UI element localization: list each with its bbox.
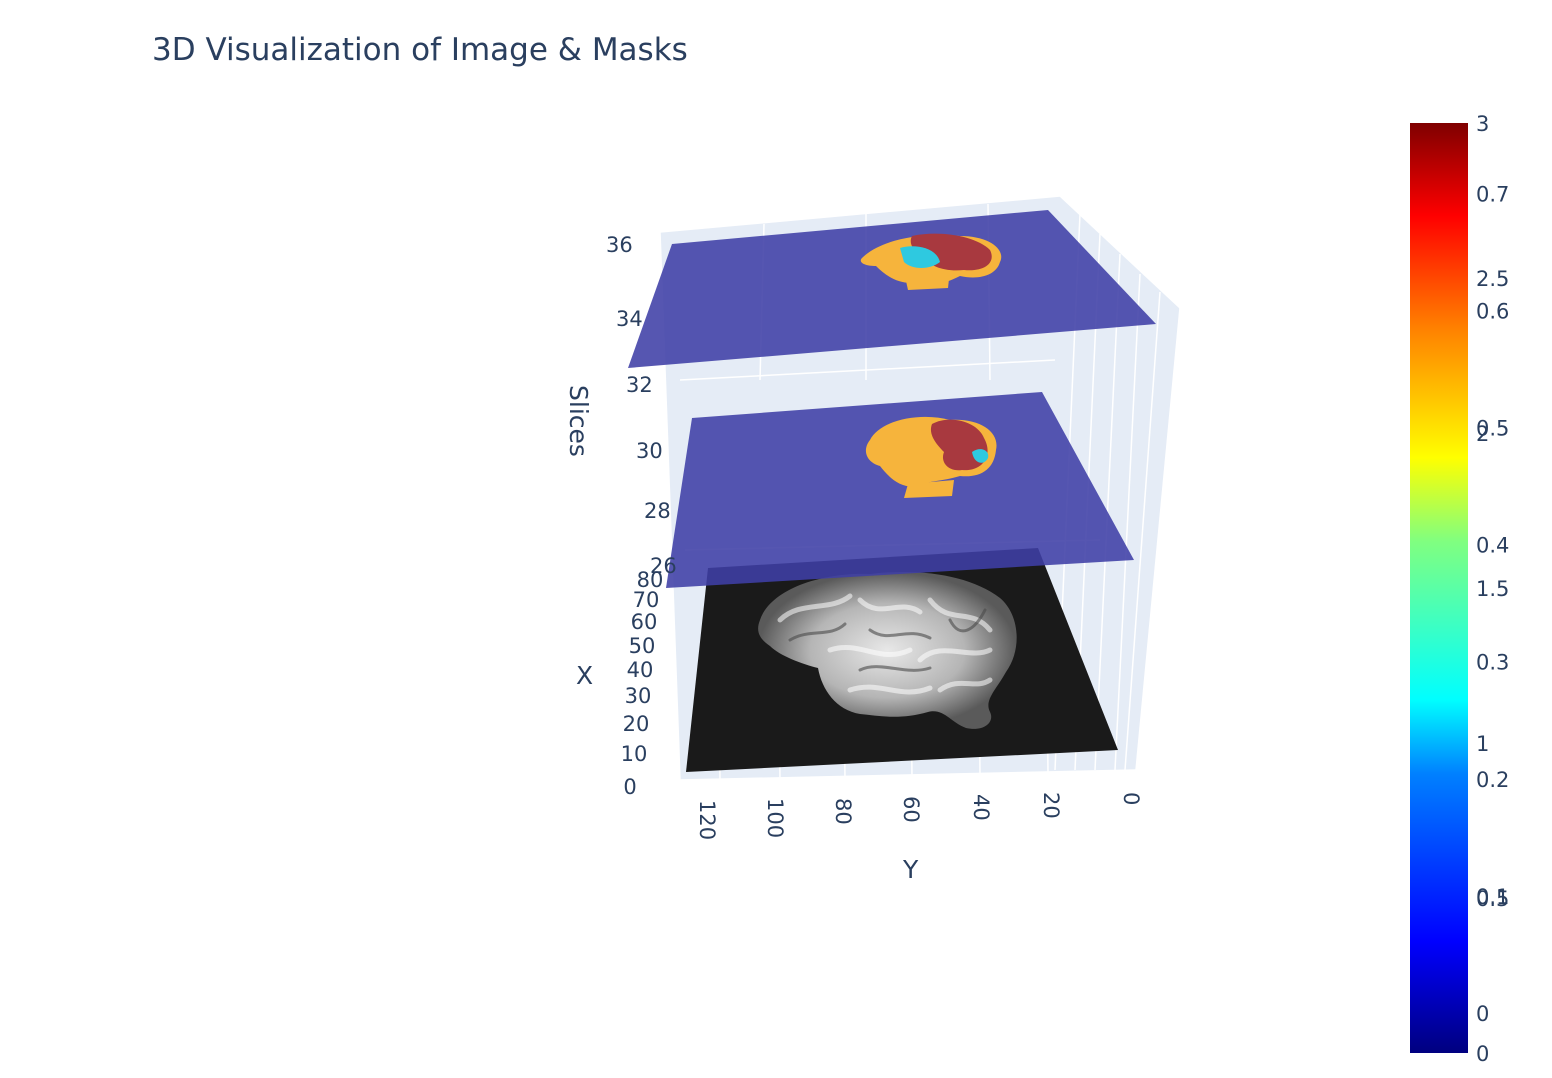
- colorbar-tick-label: 1.5: [1476, 577, 1509, 601]
- x-tick-label: 0: [623, 775, 636, 799]
- colorbar-tick-label: 0.5: [1476, 887, 1509, 911]
- x-tick-label: 80: [637, 568, 664, 592]
- z-tick-label: 36: [606, 233, 633, 257]
- z-tick-label: 26: [650, 554, 677, 578]
- x-tick-label: 50: [629, 634, 656, 658]
- y-tick-label: 40: [969, 794, 993, 821]
- mask-plane-30: [666, 392, 1134, 588]
- y-tick-label: 20: [1039, 792, 1063, 819]
- colorbar-tick-label: 0.7: [1476, 182, 1509, 206]
- mask-slice-30[interactable]: [666, 392, 1134, 588]
- y-tick-label: 120: [695, 800, 719, 840]
- colorbar: 3 2.5 2 1.5 1 0.5 0 0.7 0.6 0.5 0.4 0.3 0.2 0.1 0: [1410, 112, 1509, 1066]
- y-tick-label: 0: [1119, 792, 1143, 805]
- z-tick-label: 30: [636, 439, 663, 463]
- colorbar-tick-label: 0: [1476, 1002, 1489, 1026]
- colorbar-tick-label: 3: [1476, 112, 1489, 136]
- y-tick-label: 80: [831, 798, 855, 825]
- z-tick-label: 34: [616, 307, 643, 331]
- colorbar-tick-label: 0.3: [1476, 651, 1509, 675]
- y-tick-label: 60: [899, 796, 923, 823]
- colorbar-tick-label: 1: [1476, 732, 1489, 756]
- mask-slice-36[interactable]: [628, 210, 1156, 368]
- colorbar-tick-label: 0.2: [1476, 768, 1509, 792]
- x-axis-title: X: [576, 661, 593, 690]
- colorbar-tick-label: 0.6: [1476, 299, 1509, 323]
- x-tick-label: 40: [627, 658, 654, 682]
- x-tick-label: 70: [633, 588, 660, 612]
- x-tick-label: 10: [621, 742, 648, 766]
- image-slice-26[interactable]: [686, 548, 1118, 772]
- z-tick-label: 28: [644, 499, 671, 523]
- brain-texture-dark: [788, 608, 987, 672]
- y-axis-ticks: 120 100 80 60 40 20 0: [695, 792, 1143, 840]
- colorbar-tick-label: 2: [1476, 422, 1489, 446]
- colorbar-ticks-b: 0.7 0.6 0.5 0.4 0.3 0.2 0.1 0: [1476, 182, 1509, 1026]
- colorbar-tick-label: 0.5: [1476, 416, 1509, 440]
- x-tick-label: 20: [623, 712, 650, 736]
- colorbar-tick-label: 0.4: [1476, 534, 1509, 558]
- x-tick-label: 30: [625, 684, 652, 708]
- y-tick-label: 100: [763, 798, 787, 838]
- brain-texture: [777, 593, 993, 695]
- colorbar-tick-label: 0: [1476, 1042, 1489, 1066]
- x-tick-label: 60: [631, 610, 658, 634]
- brain-shape: [758, 571, 1017, 729]
- colorbar-gradient: [1410, 123, 1468, 1053]
- z-tick-label: 32: [626, 373, 653, 397]
- mask-plane-36: [628, 210, 1156, 368]
- z-axis-ticks: 26 28 30 32 34 36: [606, 233, 677, 578]
- colorbar-ticks-a: 3 2.5 2 1.5 1 0.5 0: [1476, 112, 1509, 1066]
- tumor-mask-30: [865, 416, 997, 498]
- chart-title: 3D Visualization of Image & Masks: [152, 32, 688, 68]
- colorbar-tick-label: 0.1: [1476, 885, 1509, 909]
- z-axis-title: Slices: [564, 385, 593, 457]
- colorbar-tick-label: 2.5: [1476, 267, 1509, 291]
- tumor-mask-36: [860, 233, 1002, 290]
- y-axis-title: Y: [902, 855, 919, 884]
